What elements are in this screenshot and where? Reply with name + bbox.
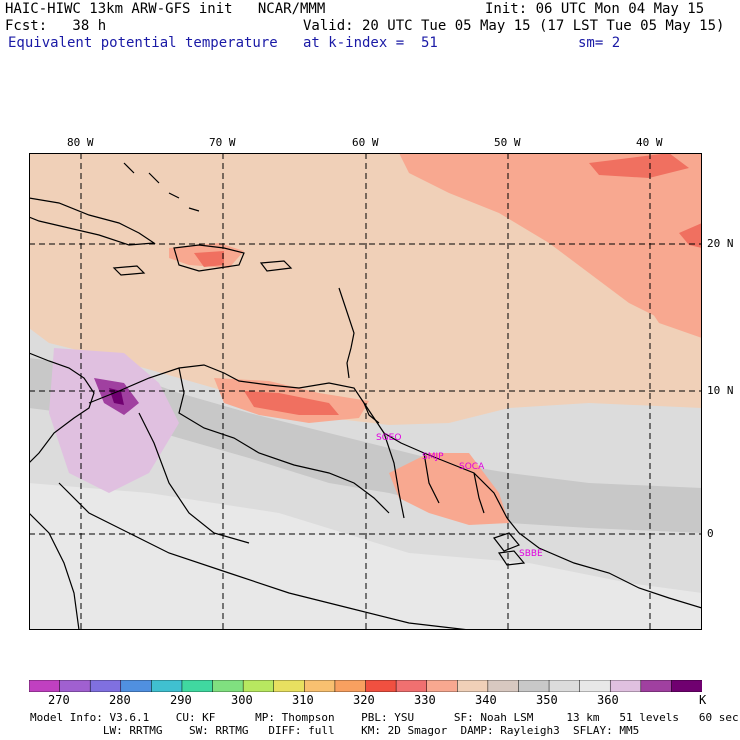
model-info-line2: LW: RRTMG SW: RRTMG DIFF: full KM: 2D Sm… — [30, 724, 640, 737]
salmon-region-ne — [399, 153, 702, 338]
amazon-islands — [497, 550, 526, 566]
colorbar-tick-320: 320 — [353, 693, 375, 707]
colorbar-swatch — [487, 680, 520, 692]
guyana-border — [383, 432, 405, 519]
init-time: Init: 06 UTC Mon 04 May 15 — [485, 1, 705, 17]
header-title: HAIC-HIWC 13km ARW-GFS init NCAR/MMM — [5, 1, 326, 17]
forecast-hour: Fcst: 38 h — [5, 18, 107, 34]
colorbar-tick-350: 350 — [536, 693, 558, 707]
colorbar-swatch — [242, 680, 275, 692]
station-sgeo: SGEO — [376, 433, 401, 443]
red-hispaniola — [194, 251, 224, 267]
salmon-guiana — [389, 453, 509, 525]
lon-label-80w: 80 W — [67, 136, 94, 149]
lon-label-60w: 60 W — [352, 136, 379, 149]
french-guiana-border — [473, 472, 485, 514]
colorbar-tick-270: 270 — [48, 693, 70, 707]
colorbar-swatch — [29, 680, 61, 692]
colorbar-swatch — [548, 680, 581, 692]
colorbar-tick-330: 330 — [414, 693, 436, 707]
smoothing-label: sm= 2 — [578, 35, 621, 51]
station-smjp: SMJP — [422, 452, 444, 462]
venezuela-border — [178, 367, 390, 514]
valid-time: Valid: 20 UTC Tue 05 May 15 (17 LST Tue … — [303, 18, 725, 34]
colorbar-swatch — [640, 680, 673, 692]
colorbar-tick-280: 280 — [109, 693, 131, 707]
central-america-coast — [29, 352, 95, 464]
colombia-border — [138, 412, 250, 544]
colorbar-swatch — [609, 680, 642, 692]
colorbar-swatch — [395, 680, 428, 692]
colorbar-swatch — [273, 680, 306, 692]
bahamas-coast — [123, 162, 200, 212]
orinoco-delta — [363, 402, 380, 424]
field-name: Equivalent potential temperature — [8, 35, 278, 51]
lat-label-0: 0 — [707, 527, 714, 540]
colorbar-tick-310: 310 — [292, 693, 314, 707]
colorbar-swatch — [120, 680, 153, 692]
colorbar-swatch — [212, 680, 244, 692]
colorbar-swatch — [304, 680, 336, 692]
colorbar-swatch — [334, 680, 367, 692]
puerto-rico-coast — [259, 260, 293, 272]
hispaniola-coast — [173, 244, 245, 272]
cuba-coast — [29, 197, 156, 246]
colorbar-swatch — [89, 680, 122, 692]
south-america-north-coast — [88, 364, 508, 519]
red-venezuela-coast — [244, 391, 339, 415]
model-info-line1: Model Info: V3.6.1 CU: KF MP: Thompson P… — [30, 711, 739, 724]
station-labels: SGEO SMJP SOCA SBBE — [376, 433, 543, 559]
red-streak-e — [679, 223, 702, 248]
colorbar-swatch — [671, 680, 702, 692]
colorbar-tick-360: 360 — [597, 693, 619, 707]
darkest-purple-patch — [109, 388, 124, 405]
vertical-level: at k-index = 51 — [303, 35, 438, 51]
colorbar-swatch — [365, 680, 397, 692]
colorbar-swatch — [59, 680, 91, 692]
theta-e-map: SGEO SMJP SOCA SBBE — [29, 153, 702, 630]
lat-label-10n: 10 N — [707, 384, 734, 397]
suriname-border — [423, 452, 440, 504]
station-sbbe: SBBE — [519, 549, 543, 559]
amazon-mouth — [493, 532, 520, 552]
coastlines — [29, 162, 702, 630]
colorbar — [29, 680, 702, 692]
interior-border-south — [58, 482, 470, 630]
lon-label-70w: 70 W — [209, 136, 236, 149]
red-streak-ne — [589, 153, 689, 178]
map-frame — [29, 153, 702, 630]
jamaica-coast — [112, 265, 146, 276]
colorbar-unit: K — [699, 693, 707, 707]
lon-label-50w: 50 W — [494, 136, 521, 149]
colorbar-swatch — [457, 680, 489, 692]
station-soca: SOCA — [459, 462, 485, 472]
brazil-coast-ne — [506, 517, 702, 609]
colorbar-swatch — [579, 680, 611, 692]
colorbar-swatch — [518, 680, 550, 692]
lesser-antilles — [338, 287, 355, 379]
colorbar-swatch — [426, 680, 459, 692]
colorbar-tick-340: 340 — [475, 693, 497, 707]
lat-label-20n: 20 N — [707, 237, 734, 250]
colorbar-swatch — [151, 680, 183, 692]
colorbar-swatch — [181, 680, 214, 692]
colorbar-tick-290: 290 — [170, 693, 192, 707]
lon-label-40w: 40 W — [636, 136, 663, 149]
pacific-coast — [29, 512, 80, 630]
salmon-region-east — [629, 233, 702, 338]
colorbar-tick-300: 300 — [231, 693, 253, 707]
